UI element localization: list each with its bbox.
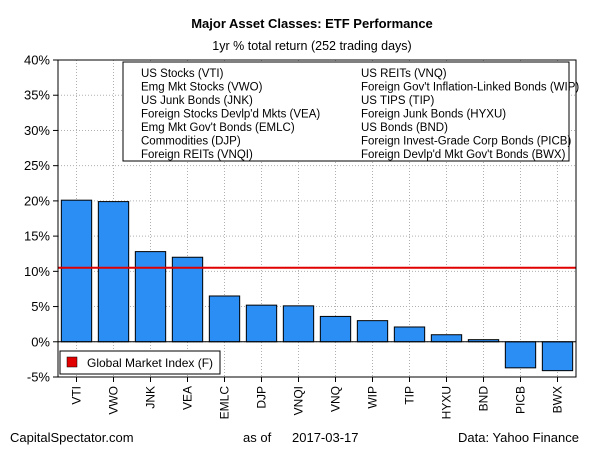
legend-entry-right: Foreign Invest-Grade Corp Bonds (PICB) (361, 136, 571, 148)
legend-entry-right: US REITs (VNQ) (361, 68, 447, 80)
legend-top: US Stocks (VTI) Emg Mkt Stocks (VWO)US Ju… (122, 61, 579, 162)
legend-bottom: Global Market Index (F) (59, 350, 221, 375)
legend-entry-left: Emg Mkt Stocks (VWO) (141, 82, 263, 94)
x-tick-label-djp: DJP (255, 386, 269, 409)
x-tick-label-vea: VEA (181, 386, 195, 410)
y-tick-label: 0% (31, 334, 50, 349)
y-tick-label: -5% (27, 370, 51, 385)
bar-vnqi (282, 305, 315, 343)
legend-entry-right: Foreign Devlp'd Mkt Gov't Bonds (BWX) (361, 149, 566, 161)
chart-title: Major Asset Classes: ETF Performance (191, 16, 433, 31)
x-axis: VTI VWO JNK VEA EMLC DJP VNQI VNQ WIP TIP HYXU BND P… (70, 377, 565, 419)
legend-entry-left: Emg Mkt Gov't Bonds (EMLC) (141, 122, 295, 134)
x-tick-label-bnd: BND (477, 386, 491, 412)
x-tick-label-vnq: VNQ (329, 386, 343, 412)
y-tick-label: 30% (24, 123, 50, 138)
legend-swatch (66, 356, 78, 368)
legend-entry-left: US Junk Bonds (JNK) (141, 95, 253, 107)
y-tick-label: 35% (24, 88, 50, 103)
legend-entry-right: US Bonds (BND) (361, 122, 448, 134)
legend-entry-right: US TIPS (TIP) (361, 95, 434, 107)
x-tick-label-emlc: EMLC (218, 386, 232, 420)
legend-entry-left: Commodities (DJP) (141, 136, 241, 148)
bar-bwx (541, 341, 574, 372)
y-tick-label: 20% (24, 193, 50, 208)
bar-emlc (208, 295, 241, 343)
x-tick-label-picb: PICB (514, 386, 528, 414)
x-tick-label-hyxu: HYXU (440, 386, 454, 419)
y-tick-label: 5% (31, 299, 50, 314)
x-tick-label-jnk: JNK (144, 386, 158, 409)
y-tick-label: 40% (24, 53, 50, 68)
legend-bottom-box (59, 350, 221, 375)
chart-subtitle: 1yr % total return (252 trading days) (212, 39, 411, 53)
legend-entry-right: Foreign Gov't Inflation-Linked Bonds (WI… (361, 82, 579, 94)
x-tick-label-vti: VTI (70, 386, 84, 405)
bar-vnq (319, 315, 352, 343)
x-tick-label-bwx: BWX (551, 386, 565, 413)
legend-entry-left: Foreign Stocks Devlp'd Mkts (VEA) (141, 109, 320, 121)
bar-hyxu (430, 334, 463, 343)
footer-data-source: Data: Yahoo Finance (458, 430, 579, 445)
bar-jnk (134, 251, 167, 343)
bar-djp (245, 304, 278, 343)
bars (58, 199, 576, 372)
x-tick-label-tip: TIP (403, 386, 417, 405)
y-axis: -5% 0% 5% 10% 15% 20% 25% 30% 35% 40% (24, 53, 58, 385)
bar-vea (171, 256, 204, 343)
y-tick-label: 25% (24, 158, 50, 173)
y-tick-label: 10% (24, 264, 50, 279)
legend-label-global-market-index: Global Market Index (F) (87, 356, 213, 370)
bar-tip (393, 326, 426, 343)
bar-picb (504, 341, 537, 369)
bar-vwo (97, 201, 130, 343)
x-tick-label-vnqi: VNQI (292, 386, 306, 415)
plot-frame (57, 59, 577, 378)
footer-as-of-label: as of (243, 430, 272, 445)
legend-top-box (122, 61, 570, 162)
bar-wip (356, 320, 389, 343)
footer-source: CapitalSpectator.com (10, 430, 134, 445)
x-tick-label-vwo: VWO (107, 386, 121, 415)
legend-entry-left: US Stocks (VTI) (141, 68, 224, 80)
legend-entry-left: Foreign REITs (VNQI) (141, 149, 253, 161)
bar-vti (60, 199, 93, 343)
y-tick-label: 15% (24, 229, 50, 244)
legend-entry-right: Foreign Junk Bonds (HYXU) (361, 109, 506, 121)
x-tick-label-wip: WIP (366, 386, 380, 409)
footer-as-of-date: 2017-03-17 (292, 430, 359, 445)
